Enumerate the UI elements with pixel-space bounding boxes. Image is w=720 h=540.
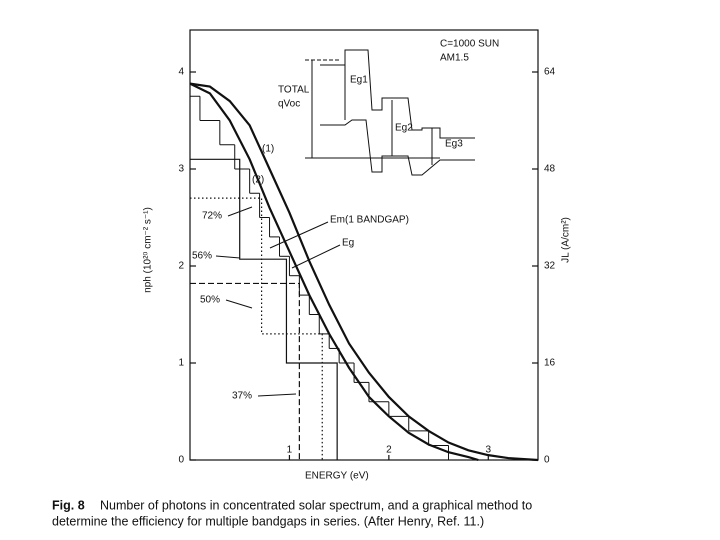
- y2-tick-label: 16: [544, 358, 556, 369]
- x-tick-label: 3: [486, 445, 492, 456]
- pointer: [215, 255, 241, 259]
- x-axis-label: ENERGY (eV): [305, 471, 369, 482]
- annotation: TOTAL: [278, 85, 310, 96]
- series-line: [189, 82, 479, 462]
- annotation: AM1.5: [440, 53, 469, 64]
- caption-text: determine the efficiency for multiple ba…: [52, 514, 484, 528]
- series-line: [190, 158, 338, 460]
- x-tick-label: 1: [287, 445, 293, 456]
- y-tick-label: 0: [178, 455, 184, 466]
- annotation: Em(1 BANDGAP): [330, 215, 409, 226]
- y-tick-label: 4: [178, 67, 184, 78]
- caption-text: Number of photons in concentrated solar …: [100, 498, 532, 512]
- annotation: qVoc: [278, 99, 300, 110]
- x-tick-label: 2: [386, 445, 392, 456]
- annotation: Eg1: [350, 75, 368, 86]
- pointer: [257, 393, 297, 397]
- y2-tick-label: 64: [544, 67, 556, 78]
- plot-frame: [189, 29, 539, 461]
- band-diagram: C=1000 SUN AM1.5 TOTAL qVoc Eg1 Eg2 Eg3: [278, 39, 499, 176]
- y2-axis-label: JL (A/cm²): [561, 217, 572, 263]
- series-line: [190, 197, 323, 460]
- annotation: (1): [262, 144, 274, 155]
- y-axis-label: nph (10²⁰ cm⁻² s⁻¹): [143, 207, 154, 293]
- y-tick-label: 3: [178, 164, 184, 175]
- pointer: [225, 299, 253, 309]
- y-tick-label: 1: [178, 358, 184, 369]
- caption-label: Fig. 8: [52, 498, 85, 512]
- series-line: [189, 82, 539, 462]
- pointer: [291, 244, 341, 269]
- y2-tick-label: 0: [544, 455, 550, 466]
- annotation: 56%: [192, 251, 212, 262]
- annotation: Eg2: [395, 123, 413, 134]
- y-tick-label: 2: [178, 261, 184, 272]
- annotation: Eg: [342, 238, 354, 249]
- y2-tick-label: 32: [544, 261, 556, 272]
- annotation: 37%: [232, 391, 252, 402]
- annotation: 72%: [202, 211, 222, 222]
- y2-tick-label: 48: [544, 164, 556, 175]
- series-line: [190, 282, 300, 460]
- annotation: 50%: [200, 295, 220, 306]
- annotation: C=1000 SUN: [440, 39, 499, 50]
- annotation: Eg3: [445, 139, 463, 150]
